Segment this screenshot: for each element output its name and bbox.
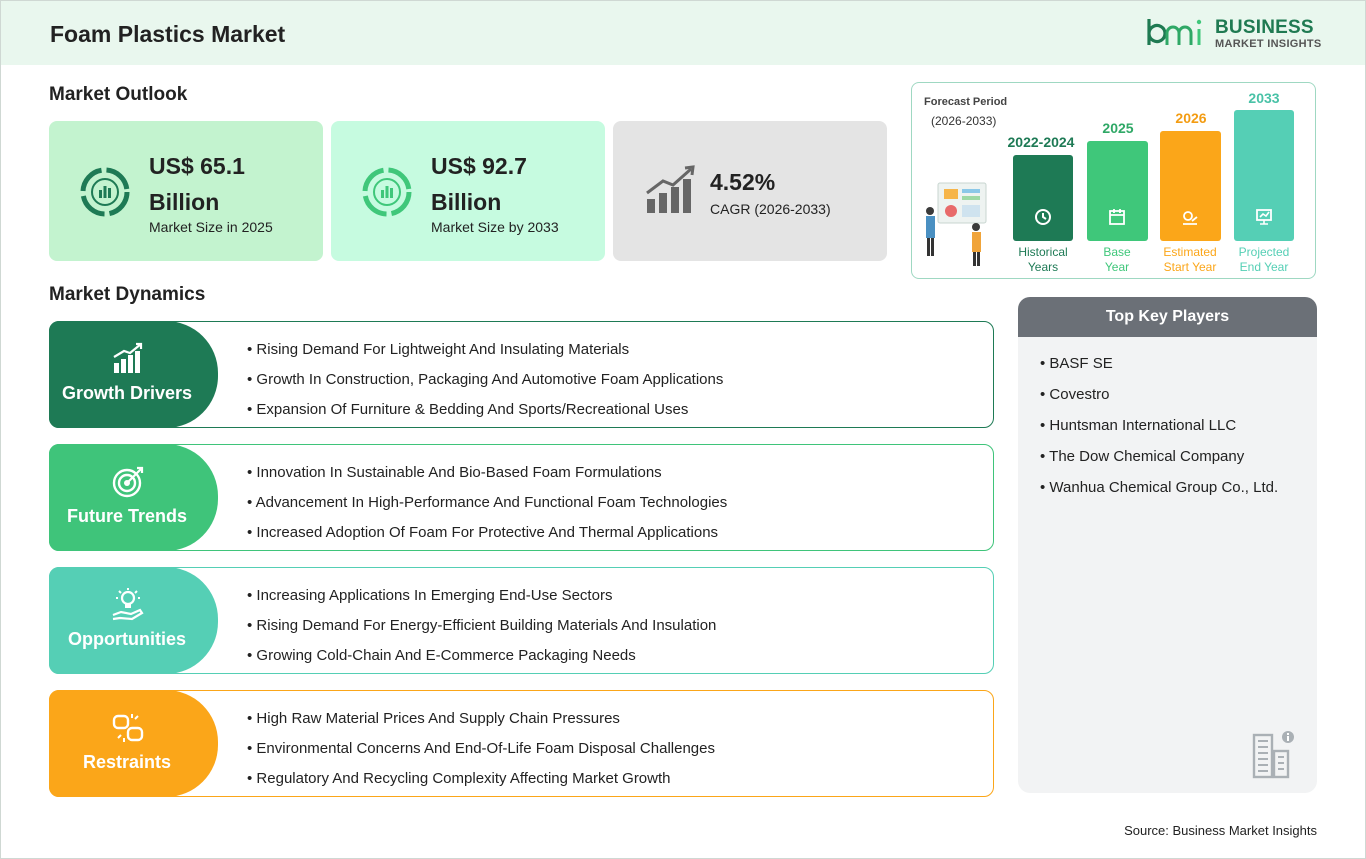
list-item: Covestro	[1040, 385, 1278, 416]
people-board-illustration-icon	[926, 182, 987, 266]
list-item: Regulatory And Recycling Complexity Affe…	[247, 769, 715, 799]
list-item: Innovation In Sustainable And Bio-Based …	[247, 463, 727, 493]
market-size-2025-card: US$ 65.1 Billion Market Size in 2025	[49, 121, 323, 261]
list-item: BASF SE	[1040, 354, 1278, 385]
list-item: Advancement In High-Performance And Func…	[247, 493, 728, 523]
history-icon	[1035, 209, 1051, 225]
bar-end	[1234, 110, 1294, 241]
market-size-2033-label: Market Size by 2033	[431, 219, 559, 235]
logo-line-2: MARKET INSIGHTS	[1215, 38, 1322, 50]
target-icon	[112, 466, 143, 497]
page-title: Foam Plastics Market	[50, 21, 286, 47]
market-size-2033-card: US$ 92.7 Billion Market Size by 2033	[331, 121, 605, 261]
chart-ring-icon	[80, 167, 130, 217]
bar-label-base: Base Year	[1077, 245, 1157, 275]
cagr-value: 4.52%	[710, 169, 776, 195]
list-item: The Dow Chemical Company	[1040, 447, 1278, 478]
list-item: Expansion Of Furniture & Bedding And Spo…	[247, 400, 723, 430]
bar-year-end: 2033	[1248, 90, 1280, 106]
bar-label-historical-1: Historical	[1018, 245, 1068, 259]
market-size-2033-value: US$ 92.7 Billion	[431, 153, 527, 215]
future-trends-label: Future Trends	[66, 505, 187, 526]
bar-historical	[1013, 155, 1073, 241]
broken-link-icon	[112, 713, 143, 742]
forecast-period-panel: Forecast Period (2026-2033) 2022-2024 Hi…	[911, 82, 1316, 279]
list-item: Rising Demand For Energy-Efficient Build…	[247, 616, 716, 646]
bar-year-historical: 2022-2024	[1007, 134, 1075, 150]
opportunities-tab: Opportunities	[48, 566, 218, 674]
cagr-card: 4.52% CAGR (2026-2033)	[613, 121, 887, 261]
list-item: Huntsman International LLC	[1040, 416, 1278, 447]
bar-label-start-2: Start Year	[1163, 260, 1217, 274]
lightbulb-hand-icon	[112, 587, 144, 620]
growth-drivers-list: Rising Demand For Lightweight And Insula…	[247, 340, 723, 430]
growth-drivers-row: Growth Drivers Rising Demand For Lightwe…	[48, 320, 994, 430]
growth-drivers-label: Growth Drivers	[61, 382, 193, 403]
future-trends-list: Innovation In Sustainable And Bio-Based …	[247, 463, 728, 553]
opportunities-label: Opportunities	[68, 628, 186, 649]
bar-label-end-1: Projected	[1238, 245, 1290, 259]
list-item: Increased Adoption Of Foam For Protectiv…	[247, 523, 727, 553]
bar-label-start-1: Estimated	[1163, 245, 1217, 259]
top-key-players-panel: Top Key Players BASF SE Covestro Huntsma…	[1018, 297, 1317, 793]
bar-label-base-2: Year	[1104, 260, 1130, 274]
bar-label-base-1: Base	[1103, 245, 1131, 259]
bar-label-historical-2: Years	[1027, 260, 1059, 274]
bar-growth-icon	[112, 342, 142, 373]
bmi-logo-mark-icon	[1147, 19, 1202, 45]
presentation-icon	[1256, 209, 1272, 225]
bar-start	[1160, 131, 1221, 241]
cagr-label: CAGR (2026-2033)	[710, 201, 831, 217]
list-item: Increasing Applications In Emerging End-…	[247, 586, 716, 616]
bar-base	[1087, 141, 1148, 241]
growth-drivers-tab: Growth Drivers	[48, 320, 218, 428]
bar-year-base: 2025	[1102, 120, 1134, 136]
restraints-list: High Raw Material Prices And Supply Chai…	[247, 709, 715, 799]
opportunities-list: Increasing Applications In Emerging End-…	[247, 586, 716, 676]
restraints-label: Restraints	[82, 751, 172, 772]
logo-line-1: BUSINESS	[1215, 17, 1314, 38]
future-trends-tab: Future Trends	[48, 443, 218, 551]
restraints-row: Restraints High Raw Material Prices And …	[48, 689, 994, 799]
forecast-period-range: (2026-2033)	[931, 114, 997, 128]
list-item: Rising Demand For Lightweight And Insula…	[247, 340, 723, 370]
calendar-icon	[1109, 209, 1125, 225]
bar-label-start: Estimated Start Year	[1150, 245, 1230, 275]
source-note: Source: Business Market Insights	[1124, 823, 1317, 838]
market-outlook-title: Market Outlook	[49, 84, 188, 105]
restraints-tab: Restraints	[48, 689, 218, 797]
bar-year-start: 2026	[1175, 110, 1207, 126]
players-list: BASF SE Covestro Huntsman International …	[1040, 354, 1278, 509]
market-size-2025-value: US$ 65.1 Billion	[149, 153, 245, 215]
market-dynamics-title: Market Dynamics	[49, 284, 206, 305]
chart-ring-icon	[362, 167, 412, 217]
bmi-logo: BUSINESS MARKET INSIGHTS	[1146, 15, 1326, 53]
list-item: Growing Cold-Chain And E-Commerce Packag…	[247, 646, 716, 676]
bar-label-historical: Historical Years	[1003, 245, 1083, 275]
settings-chart-icon	[1183, 211, 1198, 225]
list-item: Environmental Concerns And End-Of-Life F…	[247, 739, 715, 769]
forecast-period-label: Forecast Period	[924, 96, 1008, 108]
opportunities-row: Opportunities Increasing Applications In…	[48, 566, 994, 676]
top-key-players-title: Top Key Players	[1018, 297, 1317, 337]
bar-label-end-2: End Year	[1239, 260, 1289, 274]
list-item: High Raw Material Prices And Supply Chai…	[247, 709, 715, 739]
growth-chart-icon	[646, 165, 695, 213]
market-size-2025-label: Market Size in 2025	[149, 219, 273, 235]
bar-label-end: Projected End Year	[1224, 245, 1304, 275]
header-bar: Foam Plastics Market BUSINESS MARKET INS…	[1, 1, 1365, 65]
list-item: Wanhua Chemical Group Co., Ltd.	[1040, 478, 1278, 509]
list-item: Growth In Construction, Packaging And Au…	[247, 370, 723, 400]
future-trends-row: Future Trends Innovation In Sustainable …	[48, 443, 994, 553]
building-info-icon	[1252, 731, 1294, 779]
